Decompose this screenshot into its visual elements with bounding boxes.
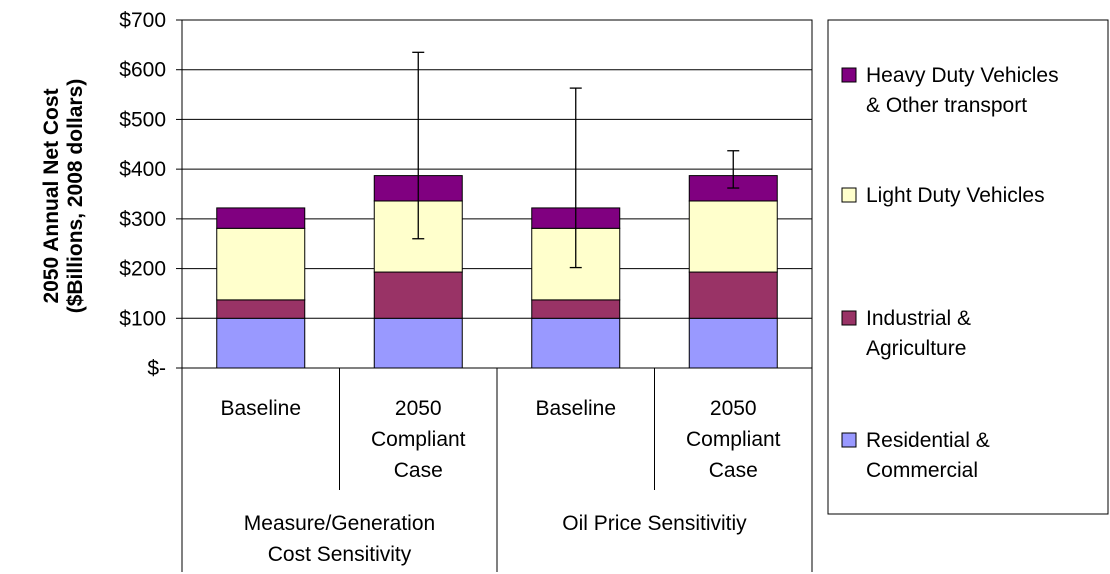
x-group-label: Measure/Generation Cost Sensitivity	[244, 512, 435, 566]
bar-segment	[688, 271, 778, 319]
legend-label-line: Light Duty Vehicles	[866, 184, 1045, 207]
x-category-label-line: Case	[394, 459, 443, 482]
x-category-label: 2050 Compliant Case	[371, 397, 466, 482]
legend-label: Industrial & Agriculture	[866, 307, 971, 360]
y-axis-title: 2050 Annual Net Cost($Billions, 2008 dol…	[40, 79, 87, 314]
legend-label: Heavy Duty Vehicles & Other transport	[866, 64, 1059, 117]
y-axis-title-line: 2050 Annual Net Cost	[40, 88, 63, 303]
x-category-label-line: Case	[709, 459, 758, 482]
y-tick-label: $300	[119, 208, 166, 231]
x-group-label-line: Oil Price Sensitivitiy	[562, 512, 747, 535]
x-category-label-line: 2050	[710, 397, 757, 420]
x-category-label-line: 2050	[395, 397, 442, 420]
y-tick-label: $100	[119, 307, 166, 330]
bar-segment	[531, 317, 621, 369]
error-bars	[412, 51, 740, 269]
y-tick-label: $500	[119, 108, 166, 131]
x-category-label-line: Baseline	[220, 397, 301, 420]
bar-segment	[688, 317, 778, 369]
bars	[216, 175, 778, 369]
legend-label-line: Commercial	[866, 459, 978, 482]
x-category-label: Baseline	[535, 397, 616, 420]
bar-segment	[373, 317, 463, 369]
legend-label-line: Heavy Duty Vehicles	[866, 64, 1059, 87]
x-category-label: 2050 Compliant Case	[686, 397, 781, 482]
legend-label-line: Industrial &	[866, 307, 971, 330]
x-category-label-line: Baseline	[535, 397, 616, 420]
legend-label: Residential & Commercial	[866, 429, 990, 482]
x-category-label-line: Compliant	[371, 428, 466, 451]
x-category-labels: Baseline 2050 Compliant Case Baseline 2050 Com…	[220, 397, 780, 566]
y-tick-label: $400	[119, 158, 166, 181]
legend-label-line: Agriculture	[866, 337, 966, 360]
legend-swatch	[841, 310, 857, 326]
bar-segment	[216, 299, 306, 319]
y-axis-label: 2050 Annual Net Cost($Billions, 2008 dol…	[40, 79, 87, 314]
y-tick-label: $600	[119, 59, 166, 82]
legend: Heavy Duty Vehicles & Other transport Ligh…	[827, 19, 1109, 515]
legend-swatch	[841, 187, 857, 203]
y-tick-label: $-	[147, 357, 166, 380]
legend-label-line: Residential &	[866, 429, 990, 452]
legend-label: Light Duty Vehicles	[866, 184, 1045, 207]
y-axis-title-line: ($Billions, 2008 dollars)	[64, 79, 87, 314]
legend-label-line: & Other transport	[866, 94, 1027, 117]
x-category-label-line: Compliant	[686, 428, 781, 451]
x-group-label: Oil Price Sensitivitiy	[562, 512, 747, 535]
bar-segment	[688, 200, 778, 273]
y-tick-label: $200	[119, 258, 166, 281]
axes	[176, 19, 813, 572]
y-tick-labels: $- $100 $200 $300 $400 $500 $600 $700	[119, 9, 166, 380]
legend-box	[827, 19, 1109, 515]
x-group-label-line: Cost Sensitivity	[268, 543, 412, 566]
bar-segment	[531, 299, 621, 319]
x-category-label: Baseline	[220, 397, 301, 420]
legend-swatch	[841, 432, 857, 448]
bar-segment	[216, 227, 306, 301]
legend-swatch	[841, 67, 857, 83]
bar-segment	[373, 271, 463, 319]
bar-segment	[216, 207, 306, 229]
y-tick-label: $700	[119, 9, 166, 32]
bar-segment	[216, 317, 306, 369]
x-group-label-line: Measure/Generation	[244, 512, 435, 535]
